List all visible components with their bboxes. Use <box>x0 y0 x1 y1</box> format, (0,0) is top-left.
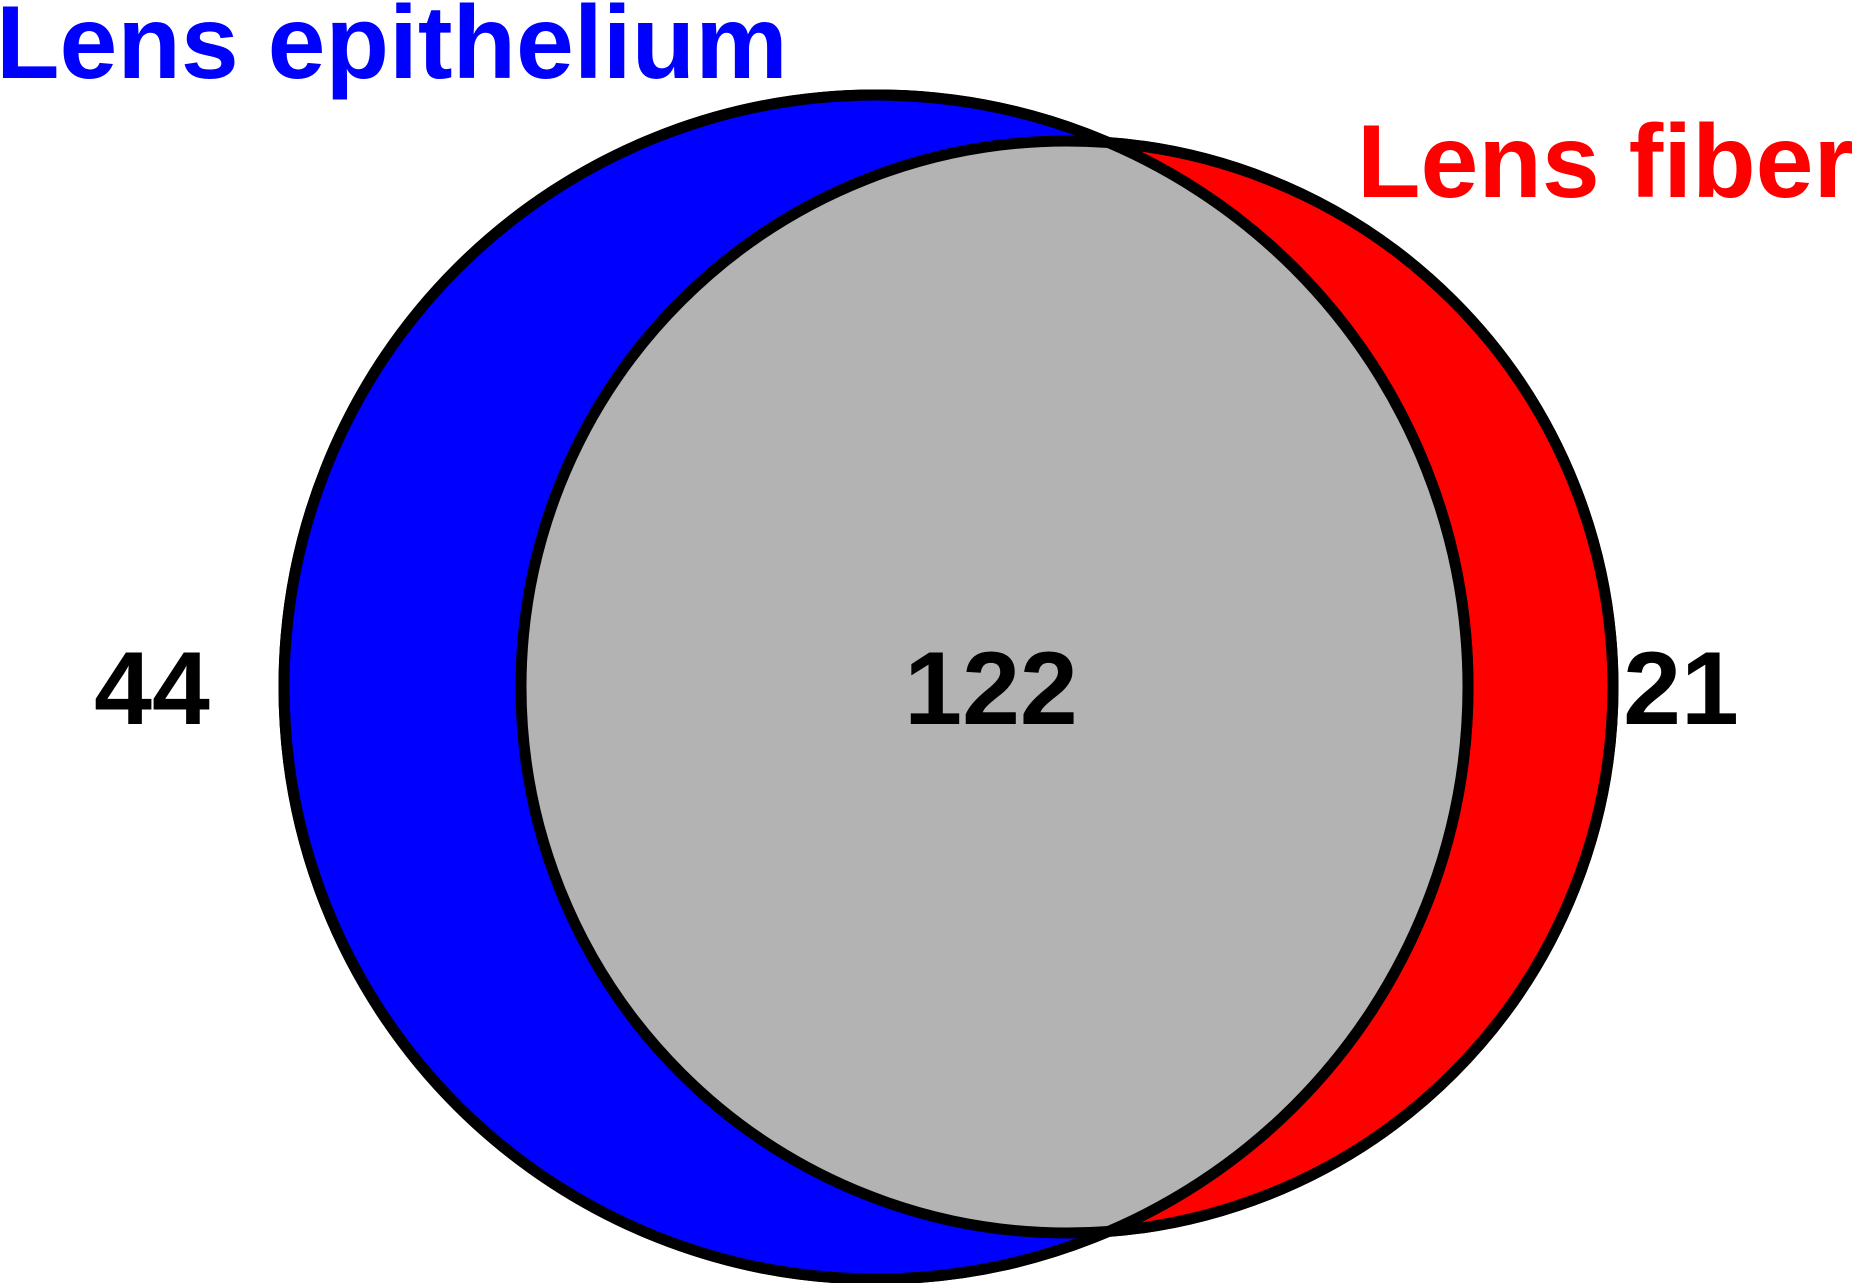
lens-fiber-label: Lens fiber <box>1357 104 1852 220</box>
overlap-region <box>521 141 1468 1233</box>
intersection-count: 122 <box>904 631 1078 747</box>
lens-fiber-outline <box>515 135 1619 1239</box>
lens-epithelium-outline <box>278 89 1474 1283</box>
epithelium-only-count: 44 <box>94 631 210 747</box>
lens-epithelium-label: Lens epithelium <box>0 0 788 101</box>
fiber-only-count: 21 <box>1623 631 1739 747</box>
